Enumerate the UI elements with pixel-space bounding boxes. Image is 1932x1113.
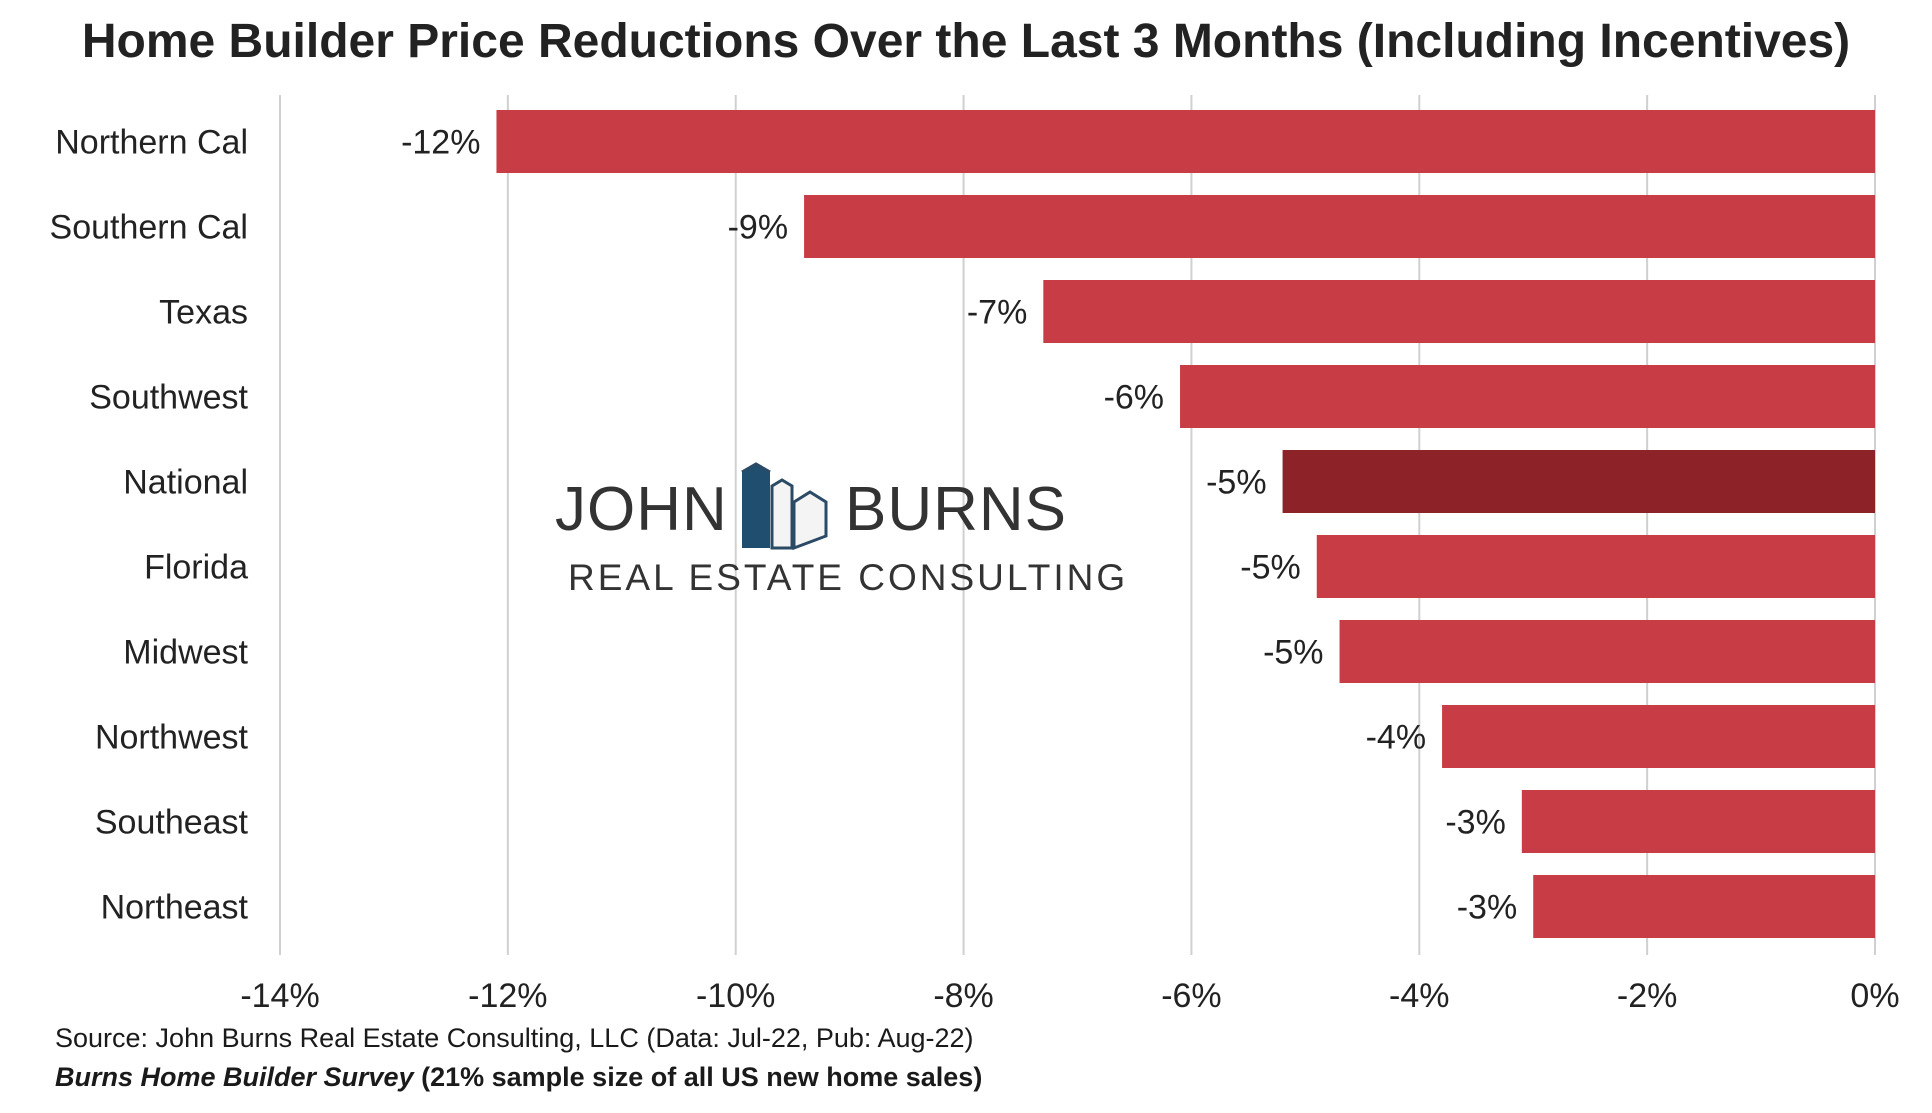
x-tick-label: -2% — [1617, 977, 1677, 1015]
data-label: -5% — [1263, 634, 1323, 672]
survey-detail: (21% sample size of all US new home sale… — [413, 1062, 983, 1092]
x-tick-label: -8% — [933, 977, 993, 1015]
watermark-john: JOHN — [555, 475, 728, 544]
chart-title: Home Builder Price Reductions Over the L… — [81, 15, 1851, 68]
source-note: Source: John Burns Real Estate Consultin… — [55, 1023, 974, 1053]
category-label: National — [123, 464, 248, 502]
category-label: Northern Cal — [55, 124, 248, 162]
data-label: -7% — [967, 294, 1027, 332]
category-label: Florida — [144, 549, 248, 587]
x-tick-label: -6% — [1161, 977, 1221, 1015]
house-logo-icon — [741, 462, 828, 551]
data-label: -3% — [1445, 804, 1505, 842]
data-label: -12% — [401, 124, 480, 162]
watermark-burns: BURNS — [845, 475, 1067, 544]
category-label: Texas — [159, 294, 248, 332]
category-label: Southwest — [89, 379, 248, 417]
data-label: -6% — [1104, 379, 1164, 417]
x-axis-ticks: -14% -12% -10% -8% -6% -4% -2% 0% — [240, 977, 1899, 1015]
bar-national — [1282, 450, 1875, 513]
category-labels: Northern Cal Southern Cal Texas Southwest Na… — [50, 124, 249, 927]
category-label: Midwest — [123, 634, 248, 672]
watermark-subtitle: REAL ESTATE CONSULTING — [568, 557, 1128, 598]
data-label: -5% — [1206, 464, 1266, 502]
bar-southern-cal — [804, 195, 1875, 258]
data-label: -3% — [1457, 889, 1517, 927]
watermark-logo: JOHN BURNS REAL ESTATE CONSULTING — [555, 462, 1128, 598]
x-tick-label: -4% — [1389, 977, 1449, 1015]
x-tick-label: 0% — [1850, 977, 1899, 1015]
bar-northern-cal — [496, 110, 1875, 173]
x-tick-label: -10% — [696, 977, 775, 1015]
category-label: Northeast — [101, 889, 249, 927]
bar-northeast — [1533, 875, 1875, 938]
survey-name: Burns Home Builder Survey — [55, 1062, 414, 1092]
data-label: -9% — [728, 209, 788, 247]
category-label: Northwest — [95, 719, 249, 757]
data-label: -4% — [1366, 719, 1426, 757]
bar-texas — [1043, 280, 1875, 343]
bar-northwest — [1442, 705, 1875, 768]
category-label: Southern Cal — [50, 209, 248, 247]
survey-note: Burns Home Builder Survey (21% sample si… — [55, 1062, 982, 1093]
x-tick-label: -12% — [468, 977, 547, 1015]
bar-florida — [1316, 535, 1875, 598]
bar-southwest — [1180, 365, 1875, 428]
bars: -12% -9% -7% -6% -5% -5% -5% -4% -3% -3% — [401, 110, 1875, 938]
bar-southeast — [1521, 790, 1875, 853]
data-label: -5% — [1240, 549, 1300, 587]
category-label: Southeast — [95, 804, 249, 842]
bar-midwest — [1339, 620, 1875, 683]
x-tick-label: -14% — [240, 977, 319, 1015]
